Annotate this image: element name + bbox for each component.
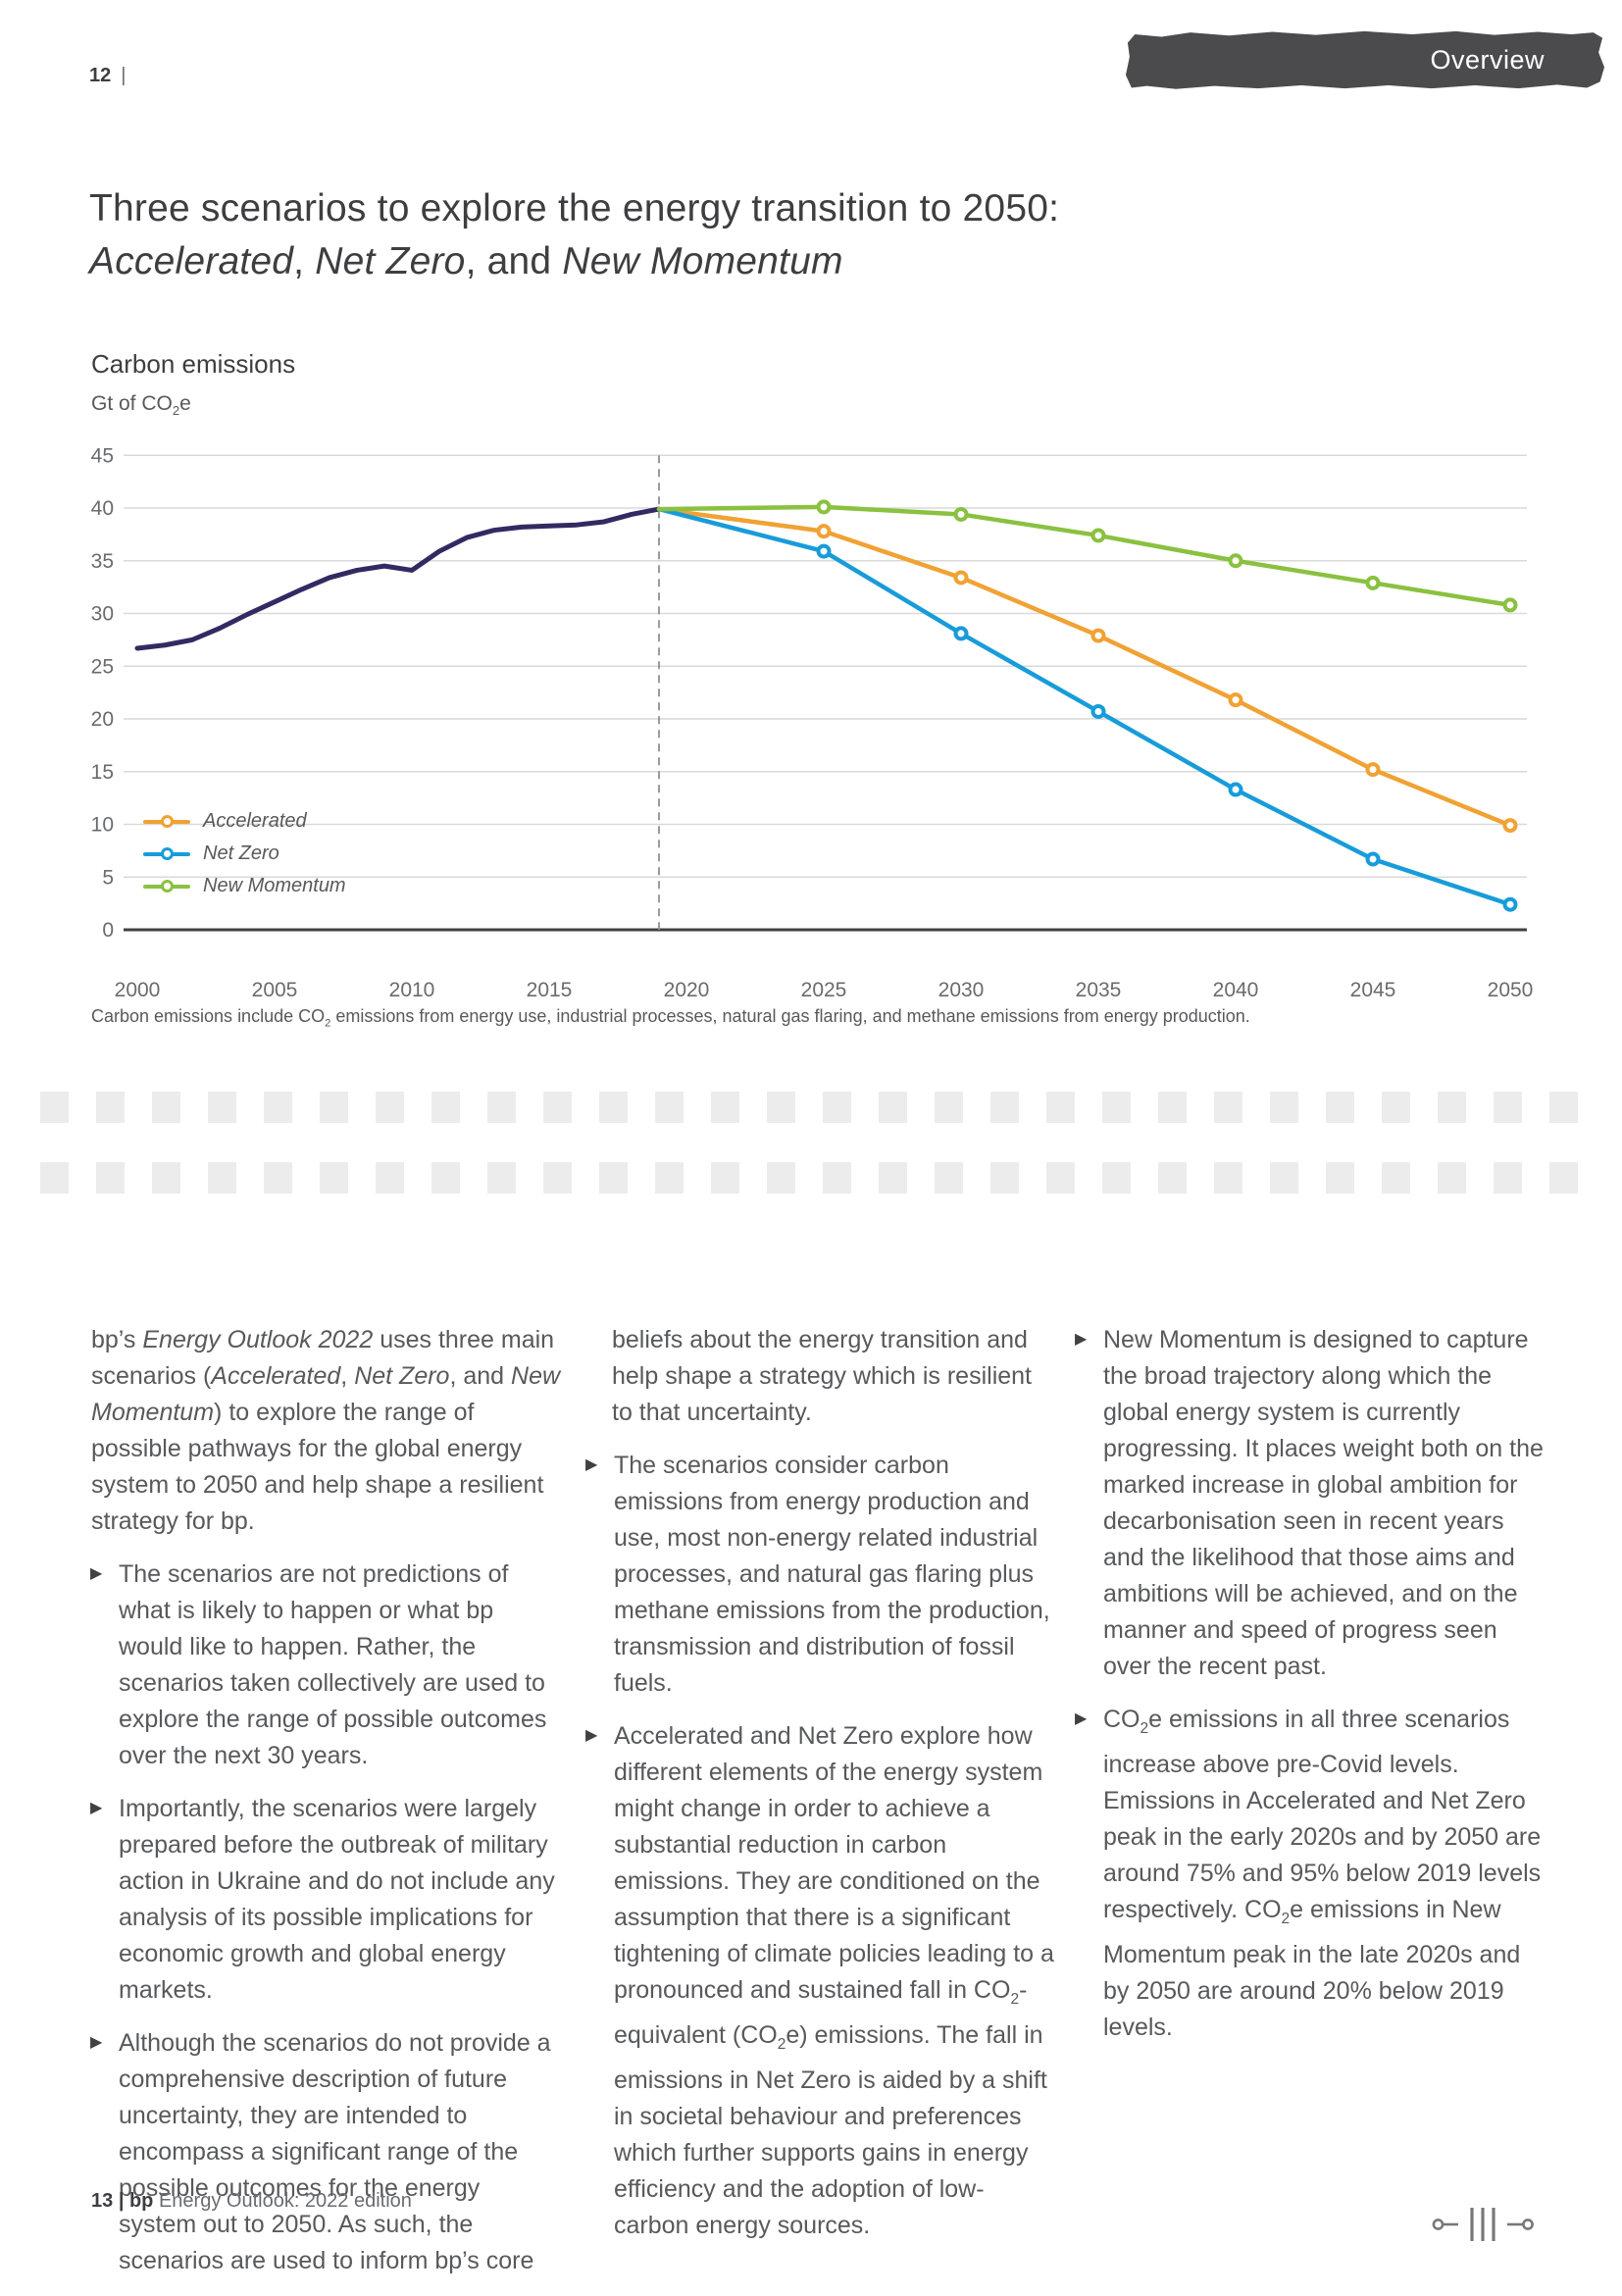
data-point-marker	[1502, 597, 1518, 613]
chart-footnote: Carbon emissions include CO2 emissions f…	[91, 1006, 1250, 1030]
x-axis-label: 2005	[252, 979, 298, 1001]
x-axis-label: 2010	[389, 979, 435, 1001]
legend-item-accelerated: Accelerated	[143, 805, 346, 838]
page-nav	[1432, 2208, 1534, 2241]
data-point-marker	[816, 524, 832, 539]
series-net-zero	[656, 506, 1513, 907]
data-point-marker	[1228, 553, 1243, 569]
page-number: 12 |	[89, 65, 126, 87]
bullet-triangle-icon: ▶	[1075, 1710, 1088, 1727]
bullet-triangle-icon: ▶	[90, 1800, 103, 1816]
data-point-marker	[1365, 762, 1381, 778]
y-axis-label: 30	[91, 603, 114, 626]
page-title-line2: Accelerated, Net Zero, and New Momentum	[89, 240, 843, 282]
data-point-marker	[1365, 575, 1381, 590]
data-point-marker	[953, 626, 969, 641]
series-accelerated	[656, 506, 1513, 828]
next-page-icon[interactable]	[1507, 2219, 1534, 2230]
data-point-marker	[1365, 851, 1381, 867]
data-point-marker	[953, 506, 969, 522]
bullet-item: ▶ The scenarios consider carbon emissions…	[585, 1452, 1050, 1697]
bullet-item: ▶ The scenarios are not predictions of wh…	[90, 1560, 547, 1769]
data-point-marker	[816, 543, 832, 559]
page-title: Three scenarios to explore the energy tr…	[89, 182, 1059, 288]
bullet-item: ▶ Accelerated and Net Zero explore how di…	[585, 1722, 1054, 2239]
bullet-triangle-icon: ▶	[585, 1727, 598, 1744]
page-footer: 13 | bp Energy Outlook: 2022 edition	[91, 2190, 412, 2212]
legend-item-net-zero: Net Zero	[143, 838, 346, 870]
body-column-3: ▶ New Momentum is designed to capture the…	[1075, 1322, 1546, 2063]
x-axis-label: 2025	[801, 979, 847, 1001]
section-tab-overview: Overview	[1125, 30, 1605, 89]
chart-legend: Accelerated Net Zero New Momentum	[143, 805, 346, 902]
data-point-marker	[1090, 528, 1106, 543]
y-axis-label: 45	[91, 444, 114, 467]
y-axis-label: 5	[102, 866, 114, 889]
legend-item-new-momentum: New Momentum	[143, 870, 346, 902]
bullet-item: ▶ Importantly, the scenarios were largely…	[90, 1795, 555, 2004]
page-number-divider: |	[121, 65, 127, 86]
y-axis-label: 10	[91, 814, 114, 837]
data-point-marker	[953, 570, 969, 586]
decor-squares-row	[40, 1092, 1579, 1123]
x-axis-label: 2000	[115, 979, 161, 1001]
legend-marker-icon	[143, 815, 190, 828]
paragraph: beliefs about the energy transition and …	[612, 1326, 1033, 1426]
x-axis-label: 2015	[527, 979, 573, 1001]
bullet-triangle-icon: ▶	[585, 1456, 598, 1473]
y-axis-label: 40	[91, 497, 114, 520]
y-axis-label: 15	[91, 761, 114, 784]
bullet-triangle-icon: ▶	[90, 1565, 103, 1582]
series-new-momentum	[656, 504, 1513, 608]
contents-icon[interactable]	[1470, 2208, 1495, 2241]
y-axis-label: 0	[102, 919, 114, 942]
legend-marker-icon	[143, 880, 190, 893]
y-axis-label: 20	[91, 708, 114, 731]
legend-marker-icon	[143, 847, 190, 860]
decor-squares-row	[40, 1162, 1579, 1194]
data-point-marker	[1090, 628, 1106, 643]
legend-label: New Momentum	[203, 875, 346, 896]
x-axis-label: 2035	[1076, 979, 1122, 1001]
x-axis-label: 2030	[938, 979, 985, 1001]
bullet-triangle-icon: ▶	[90, 2034, 103, 2051]
x-axis-label: 2050	[1488, 979, 1534, 1001]
body-column-2: beliefs about the energy transition and …	[585, 1322, 1057, 2261]
bullet-item: ▶ New Momentum is designed to capture the…	[1075, 1326, 1544, 1680]
page-title-line1: Three scenarios to explore the energy tr…	[89, 187, 1060, 230]
bullet-item: ▶ CO2e emissions in all three scenarios i…	[1075, 1706, 1542, 2041]
y-axis-label: 25	[91, 655, 114, 678]
bullet-item: ▶ Although the scenarios do not provide a…	[90, 2029, 551, 2274]
data-point-marker	[1090, 703, 1106, 719]
bullet-triangle-icon: ▶	[1075, 1331, 1088, 1348]
body-column-1: bp’s Energy Outlook 2022 uses three main…	[90, 1322, 562, 2296]
data-point-marker	[1502, 818, 1518, 834]
chart-unit-label: Gt of CO2e	[91, 392, 191, 419]
chart-title: Carbon emissions	[91, 349, 296, 379]
x-axis-label: 2045	[1350, 979, 1396, 1001]
x-axis-label: 2040	[1213, 979, 1259, 1001]
data-point-marker	[816, 499, 832, 515]
data-point-marker	[1502, 896, 1518, 912]
legend-label: Accelerated	[203, 810, 307, 832]
data-point-marker	[1228, 782, 1243, 797]
page-number-value: 12	[89, 65, 112, 86]
y-axis-label: 35	[91, 550, 114, 573]
series-history	[134, 506, 662, 651]
section-tab-label: Overview	[1430, 44, 1545, 75]
data-point-marker	[1228, 692, 1243, 708]
legend-label: Net Zero	[203, 842, 279, 864]
prev-page-icon[interactable]	[1432, 2219, 1458, 2230]
x-axis-label: 2020	[664, 979, 710, 1001]
paragraph: bp’s Energy Outlook 2022 uses three main…	[91, 1326, 561, 1535]
